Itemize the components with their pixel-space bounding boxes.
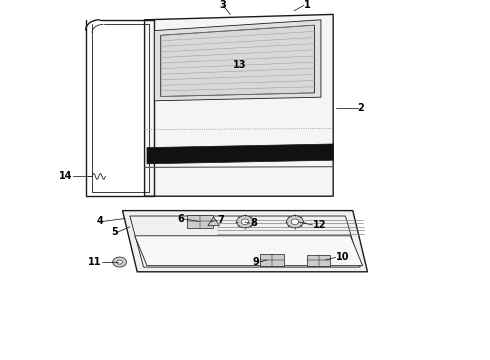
Polygon shape (147, 144, 333, 164)
Text: 10: 10 (336, 252, 349, 262)
Text: 4: 4 (96, 216, 103, 226)
Text: 9: 9 (253, 257, 260, 267)
Text: 5: 5 (111, 227, 118, 237)
Circle shape (291, 219, 299, 225)
Text: 8: 8 (250, 218, 257, 228)
Circle shape (113, 257, 126, 267)
Text: 11: 11 (88, 257, 102, 267)
Polygon shape (154, 20, 321, 101)
Text: 1: 1 (304, 0, 311, 10)
Text: 6: 6 (177, 214, 184, 224)
Polygon shape (161, 25, 315, 96)
Text: 2: 2 (358, 103, 365, 113)
Text: 7: 7 (217, 215, 224, 225)
Text: 13: 13 (233, 60, 247, 70)
Circle shape (287, 216, 303, 228)
Polygon shape (122, 211, 368, 272)
Text: 12: 12 (313, 220, 326, 230)
Polygon shape (145, 14, 333, 196)
Polygon shape (208, 217, 220, 226)
Polygon shape (135, 236, 363, 266)
Text: 3: 3 (220, 0, 226, 10)
Polygon shape (260, 254, 284, 266)
Circle shape (241, 219, 249, 225)
Polygon shape (187, 215, 213, 228)
Polygon shape (307, 255, 330, 266)
Text: 14: 14 (59, 171, 73, 181)
Circle shape (237, 216, 253, 228)
Circle shape (117, 260, 122, 264)
